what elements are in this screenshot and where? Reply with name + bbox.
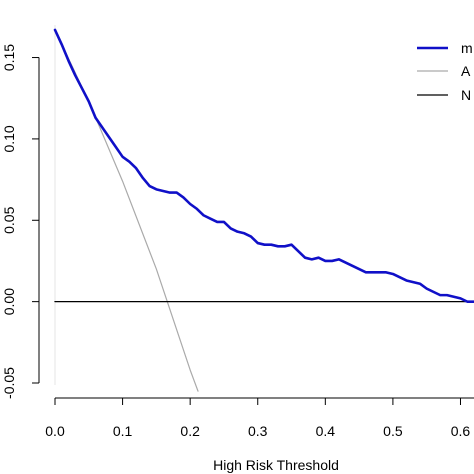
x-tick-label: 0.1: [113, 423, 133, 439]
x-tick-label: 0.0: [45, 423, 65, 439]
legend: mAN: [417, 40, 473, 103]
x-axis-title: High Risk Threshold: [213, 457, 339, 473]
y-axis: -0.05 0.00 0.05 0.10 0.15: [1, 44, 40, 399]
y-tick-label: 0.05: [1, 206, 17, 233]
series-layer: [53, 28, 474, 392]
x-tick-label: 0.3: [248, 423, 268, 439]
x-tick-label: 0.5: [383, 423, 403, 439]
x-axis: 0.0 0.1 0.2 0.3 0.4 0.5 0.6: [45, 397, 474, 439]
y-tick-label: 0.15: [1, 44, 17, 71]
y-tick-label: -0.05: [1, 367, 17, 399]
legend-label-A: A: [461, 63, 471, 79]
x-tick-label: 0.4: [316, 423, 336, 439]
y-tick-label: 0.00: [1, 288, 17, 315]
x-tick-label: 0.6: [451, 423, 471, 439]
y-tick-label: 0.10: [1, 125, 17, 152]
legend-label-N: N: [461, 87, 471, 103]
series-line-A: [54, 29, 199, 392]
series-line-m: [53, 28, 474, 303]
legend-label-m: m: [461, 40, 473, 56]
x-tick-label: 0.2: [180, 423, 200, 439]
